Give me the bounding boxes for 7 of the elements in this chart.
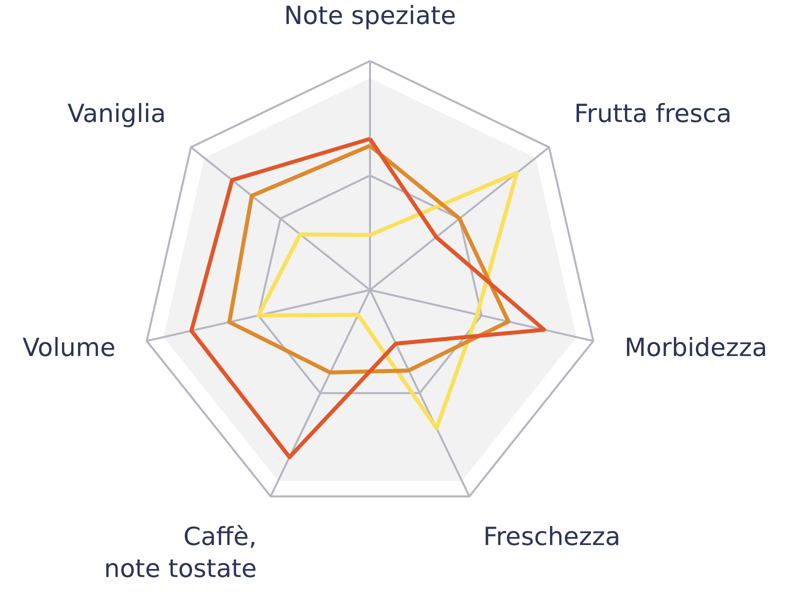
spoke-label: Freschezza [483, 522, 621, 552]
spoke-label: Caffè, note tostate [104, 522, 257, 584]
spoke-label: Vaniglia [68, 99, 166, 128]
spoke-label: Volume [22, 333, 116, 362]
spoke-label: Morbidezza [624, 333, 768, 362]
spoke-label: Frutta fresca [574, 99, 732, 128]
spoke-label: Note speziate [284, 0, 456, 30]
